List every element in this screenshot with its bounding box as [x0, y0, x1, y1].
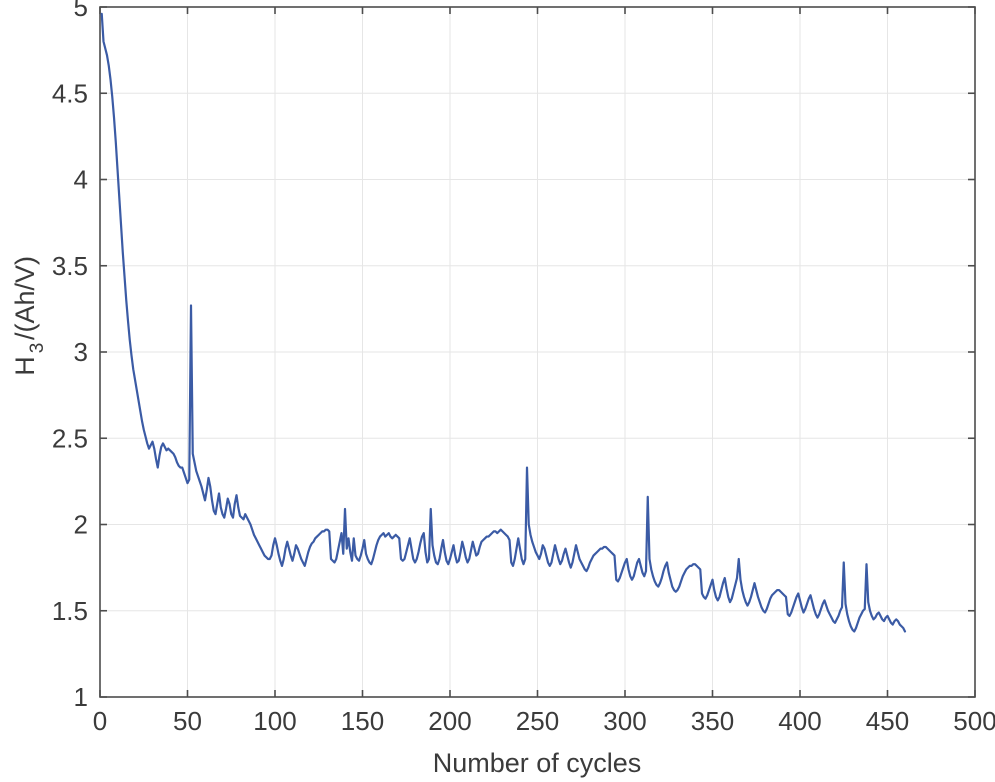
y-axis-title-base: H [10, 356, 40, 376]
x-tick-label: 450 [866, 706, 909, 736]
x-tick-label: 400 [778, 706, 821, 736]
axis-titles: Number of cycles H 3 /(Ah/V) [10, 256, 641, 778]
x-tick-label: 350 [691, 706, 734, 736]
grid-lines [100, 7, 975, 697]
x-tick-label: 200 [428, 706, 471, 736]
y-tick-labels: 1 1.5 2 2.5 3 3.5 4 4.5 5 [52, 0, 88, 712]
data-line-H3 [100, 12, 907, 633]
y-axis-title-subscript: 3 [27, 343, 48, 354]
y-tick-label: 3.5 [52, 251, 88, 281]
x-tick-labels: 0 50 100 150 200 250 300 350 400 450 500 [93, 706, 995, 736]
x-axis-title: Number of cycles [433, 748, 642, 778]
y-tick-label: 1.5 [52, 596, 88, 626]
x-tick-label: 250 [516, 706, 559, 736]
y-tick-label: 3 [74, 337, 88, 367]
y-tick-label: 2.5 [52, 423, 88, 453]
y-tick-label: 1 [74, 682, 88, 712]
y-tick-label: 4.5 [52, 78, 88, 108]
x-tick-label: 0 [93, 706, 107, 736]
y-tick-label: 2 [74, 510, 88, 540]
x-tick-label: 100 [253, 706, 296, 736]
y-tick-label: 5 [74, 0, 88, 22]
y-tick-label: 4 [74, 165, 88, 195]
y-axis-title-rest: /(Ah/V) [10, 256, 40, 340]
x-tick-label: 50 [173, 706, 202, 736]
tick-marks [99, 6, 976, 698]
x-tick-label: 150 [341, 706, 384, 736]
x-tick-label: 300 [603, 706, 646, 736]
data-series-layer [100, 12, 907, 633]
x-tick-label: 500 [953, 706, 995, 736]
y-axis-title: H 3 /(Ah/V) [10, 256, 48, 376]
